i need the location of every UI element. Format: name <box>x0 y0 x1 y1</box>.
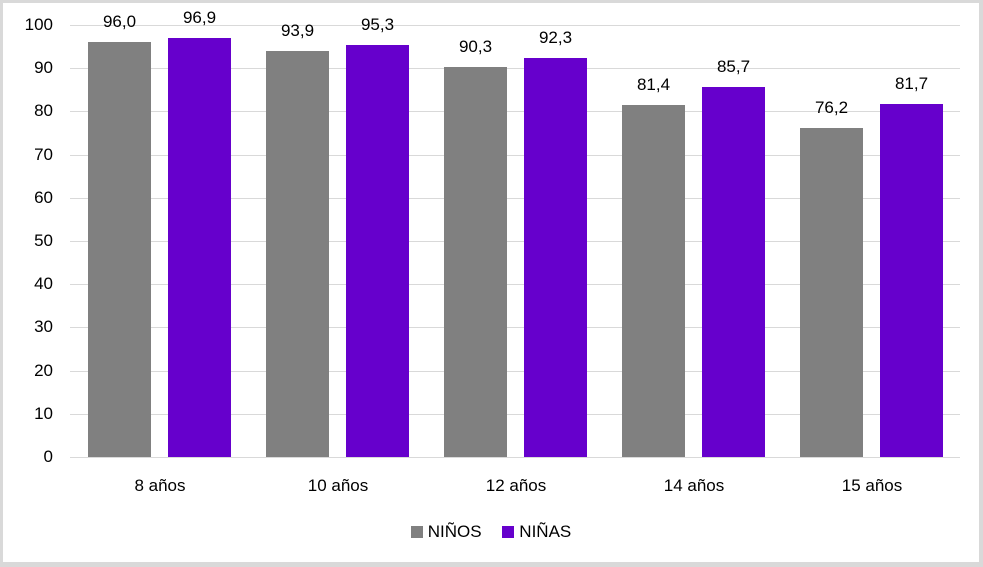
data-label: 90,3 <box>458 36 493 56</box>
gridline <box>70 327 960 328</box>
legend-swatch-ninos <box>410 526 423 538</box>
y-tick-label: 20 <box>34 361 53 380</box>
gridline <box>70 371 960 372</box>
gridline <box>70 68 960 69</box>
data-label: 96,9 <box>182 8 217 28</box>
legend: NIÑOS NIÑAS <box>3 522 979 543</box>
data-label: 85,7 <box>716 56 751 76</box>
bar-ninos <box>444 66 507 457</box>
legend-item-ninos: NIÑOS <box>410 522 482 542</box>
y-tick-label: 80 <box>34 101 53 120</box>
gridline <box>70 457 960 458</box>
gridline <box>70 198 960 199</box>
y-tick-label: 0 <box>43 447 53 466</box>
chart-area: NIÑOS NIÑAS 0 10 20 30 40 50 60 70 80 90 100 96,0 96… <box>3 3 979 562</box>
bar-ninas <box>346 45 409 457</box>
x-tick-label: 15 años <box>841 476 903 495</box>
bar-ninas <box>168 38 231 457</box>
data-label: 96,0 <box>102 12 137 32</box>
gridline <box>70 284 960 285</box>
bar-ninas <box>880 104 943 457</box>
legend-label-ninas: NIÑAS <box>519 522 572 541</box>
legend-label-ninos: NIÑOS <box>427 522 482 541</box>
y-tick-label: 70 <box>34 145 53 164</box>
y-tick-label: 10 <box>34 404 53 423</box>
legend-swatch-ninas <box>502 526 515 538</box>
data-label: 95,3 <box>360 15 395 35</box>
gridline <box>70 25 960 26</box>
gridline <box>70 241 960 242</box>
x-tick-label: 14 años <box>663 476 725 495</box>
y-tick-label: 40 <box>34 274 53 293</box>
legend-item-ninas: NIÑAS <box>502 522 571 542</box>
data-label: 81,7 <box>894 74 929 94</box>
y-tick-label: 30 <box>34 317 53 336</box>
bar-ninas <box>702 86 765 457</box>
x-tick-label: 10 años <box>307 476 369 495</box>
x-tick-label: 8 años <box>134 476 186 495</box>
bar-ninos <box>800 127 863 457</box>
data-label: 92,3 <box>538 28 573 48</box>
bar-ninos <box>266 51 329 457</box>
gridline <box>70 155 960 156</box>
data-label: 93,9 <box>280 21 315 41</box>
y-tick-label: 100 <box>24 15 53 34</box>
y-tick-label: 90 <box>34 58 53 77</box>
gridline <box>70 414 960 415</box>
y-tick-label: 50 <box>34 231 53 250</box>
x-tick-label: 12 años <box>485 476 547 495</box>
data-label: 81,4 <box>636 75 671 95</box>
bar-ninas <box>524 58 587 457</box>
bar-ninos <box>88 42 151 457</box>
gridline <box>70 111 960 112</box>
data-label: 76,2 <box>814 97 849 117</box>
y-tick-label: 60 <box>34 188 53 207</box>
bar-ninos <box>622 105 685 457</box>
